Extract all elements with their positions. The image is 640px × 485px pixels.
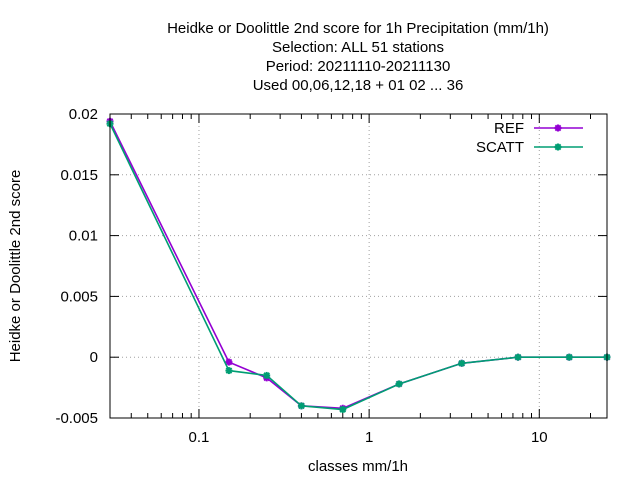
x-axis-label: classes mm/1h xyxy=(308,458,408,475)
data-point-scatt xyxy=(514,353,522,361)
legend-marker xyxy=(554,124,562,132)
legend-label: REF xyxy=(494,120,524,137)
legend: REF SCATT xyxy=(476,120,583,156)
axis-ticks xyxy=(109,113,607,419)
x-tick-label: 1 xyxy=(365,429,373,446)
legend-marker xyxy=(554,143,562,151)
plot-frame xyxy=(109,113,608,419)
series-lines xyxy=(106,117,611,413)
y-axis-label: Heidke or Doolittle 2nd score xyxy=(7,170,24,363)
data-point-scatt xyxy=(225,367,233,375)
title-line: Heidke or Doolittle 2nd score for 1h Pre… xyxy=(167,20,549,37)
data-point-scatt xyxy=(339,405,347,413)
data-point-scatt xyxy=(395,380,403,388)
tick-labels: -0.005 0 0.005 0.01 0.015 0.02 0.1 1 10 xyxy=(55,106,547,446)
series-line-ref xyxy=(109,120,607,410)
y-tick-label: 0 xyxy=(90,349,98,366)
data-point-ref xyxy=(225,358,233,366)
y-tick-label: 0.005 xyxy=(60,288,98,305)
x-tick-label: 0.1 xyxy=(189,429,210,446)
data-point-scatt xyxy=(297,402,305,410)
y-tick-label: -0.005 xyxy=(55,410,98,427)
grid xyxy=(110,114,607,418)
legend-label: SCATT xyxy=(476,139,524,156)
y-tick-label: 0.02 xyxy=(69,106,98,123)
chart-title: Heidke or Doolittle 2nd score for 1h Pre… xyxy=(167,20,549,94)
x-tick-label: 10 xyxy=(531,429,548,446)
title-line: Period: 20211110-20211130 xyxy=(266,58,451,75)
data-point-scatt xyxy=(458,359,466,367)
series-line-scatt xyxy=(109,123,607,411)
y-tick-label: 0.015 xyxy=(60,167,98,184)
y-tick-label: 0.01 xyxy=(69,228,98,245)
data-point-scatt xyxy=(565,353,573,361)
title-line: Selection: ALL 51 stations xyxy=(272,39,444,56)
data-point-scatt xyxy=(263,371,271,379)
title-line: Used 00,06,12,18 + 01 02 ... 36 xyxy=(253,77,464,94)
